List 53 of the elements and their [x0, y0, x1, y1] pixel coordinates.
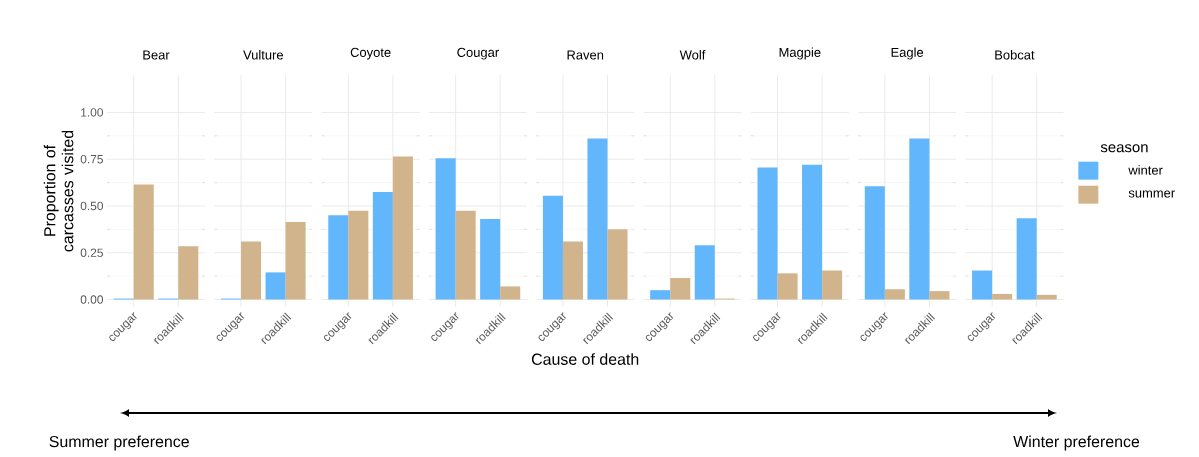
- bar: [670, 278, 691, 300]
- chart-title: Wolf: [679, 49, 706, 60]
- bar: [757, 167, 778, 300]
- bar: [133, 184, 154, 300]
- y-axis-title: Proportion of carcasses visited: [43, 130, 74, 252]
- bar: [392, 156, 413, 300]
- chart-title: Bobcat: [995, 49, 1035, 60]
- bar: [480, 219, 501, 300]
- bar: [500, 286, 521, 300]
- y-tick-label: 0.25: [80, 248, 103, 257]
- legend-label: winter: [1128, 165, 1163, 175]
- y-tick-label: 0.75: [80, 154, 103, 164]
- bar: [265, 272, 286, 300]
- bar: [562, 241, 583, 300]
- chart-title: Magpie: [779, 47, 821, 60]
- bar: [241, 241, 262, 300]
- y-tick-label: 1.00: [81, 108, 104, 117]
- bar: [435, 158, 456, 300]
- chart-title: Raven: [567, 50, 604, 60]
- bar: [802, 164, 823, 300]
- chart-title: Eagle: [891, 47, 924, 60]
- bar: [650, 290, 671, 300]
- bar: [884, 289, 905, 300]
- bar: [992, 293, 1013, 300]
- bar: [1036, 294, 1057, 300]
- legend-label: summer: [1128, 190, 1175, 198]
- chart-title: Vulture: [243, 49, 283, 60]
- text: Winter preference: [1013, 435, 1140, 451]
- bar: [929, 291, 950, 300]
- legend-title: season: [1100, 144, 1148, 153]
- bar: [607, 229, 628, 300]
- x-axis-title: Cause of death: [531, 353, 639, 365]
- bar: [587, 138, 608, 300]
- bar: [1016, 218, 1037, 300]
- bar: [348, 210, 369, 300]
- bar: [972, 270, 993, 300]
- bar: [909, 138, 930, 300]
- bar: [864, 186, 885, 300]
- y-tick-label: 0.50: [80, 201, 104, 211]
- chart-title: Bear: [143, 50, 170, 60]
- bar: [178, 246, 199, 300]
- bar: [285, 221, 306, 300]
- bar: [694, 245, 715, 300]
- y-tick-label: 0.00: [80, 295, 104, 304]
- bar: [822, 270, 843, 300]
- text: Summer preference: [49, 435, 189, 451]
- bar: [455, 210, 476, 300]
- bar: [542, 195, 563, 300]
- bar: [328, 215, 349, 300]
- chart-title: Cougar: [457, 47, 499, 60]
- chart-title: Coyote: [350, 47, 391, 60]
- bar: [777, 273, 798, 300]
- bar: [372, 191, 393, 300]
